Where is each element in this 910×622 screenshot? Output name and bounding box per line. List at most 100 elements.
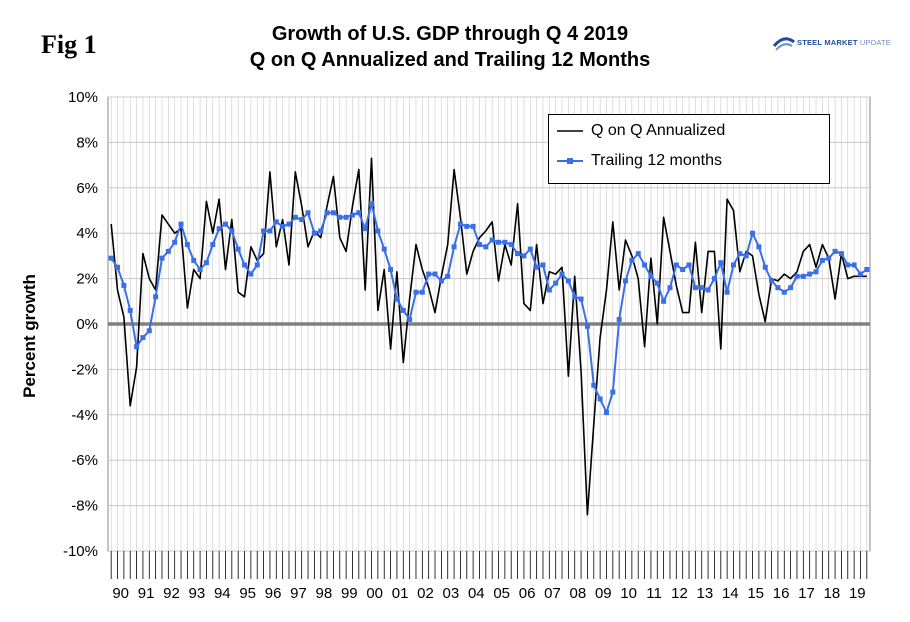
x-tick-label: 13 — [697, 585, 714, 602]
trailing-point — [127, 307, 133, 313]
trailing-point — [851, 262, 857, 268]
trailing-point — [718, 260, 724, 266]
trailing-point — [222, 221, 228, 227]
trailing-point — [654, 280, 660, 286]
legend-swatch-trailing — [557, 158, 583, 164]
trailing-point — [597, 396, 603, 402]
x-tick-label: 17 — [798, 585, 815, 602]
y-tick-label: -4% — [71, 407, 98, 424]
trailing-point — [197, 267, 203, 273]
trailing-point — [819, 257, 825, 263]
x-tick-label: 91 — [138, 585, 155, 602]
chart-title-line-1: Growth of U.S. GDP through Q 4 2019 — [271, 23, 629, 45]
trailing-point — [413, 289, 419, 295]
trailing-point — [172, 239, 178, 245]
trailing-point — [242, 262, 248, 268]
y-tick-label: -6% — [71, 452, 98, 469]
x-tick-label: 14 — [722, 585, 739, 602]
x-tick-label: 19 — [849, 585, 866, 602]
trailing-point — [743, 253, 749, 259]
x-tick-label: 10 — [620, 585, 637, 602]
logo-text-light: UPDATE — [859, 38, 891, 47]
trailing-point — [857, 271, 863, 277]
legend-swatch-qoq — [557, 130, 583, 132]
x-tick-label: 99 — [341, 585, 358, 602]
trailing-point — [476, 242, 482, 248]
x-tick-label: 11 — [646, 585, 662, 602]
trailing-point — [540, 262, 546, 268]
trailing-point — [305, 210, 311, 216]
x-tick-label: 03 — [443, 585, 460, 602]
trailing-point — [838, 251, 844, 257]
trailing-point — [616, 316, 622, 322]
trailing-point — [788, 285, 794, 291]
trailing-point — [845, 262, 851, 268]
trailing-point — [673, 262, 679, 268]
trailing-point — [642, 262, 648, 268]
trailing-point — [407, 316, 413, 322]
trailing-point — [775, 285, 781, 291]
x-tick-label: 90 — [112, 585, 129, 602]
trailing-point — [800, 273, 806, 279]
trailing-point — [426, 271, 432, 277]
x-tick-label: 97 — [290, 585, 307, 602]
trailing-point — [432, 271, 438, 277]
y-tick-label: 10% — [68, 89, 98, 106]
trailing-point — [248, 271, 254, 277]
trailing-point — [661, 298, 667, 304]
y-tick-label: 8% — [76, 134, 98, 151]
trailing-point — [635, 251, 641, 257]
trailing-point — [699, 285, 705, 291]
y-tick-label: 4% — [76, 225, 98, 242]
trailing-point — [311, 230, 317, 236]
trailing-point — [781, 289, 787, 295]
legend-label-qoq: Q on Q Annualized — [591, 122, 726, 139]
trailing-point — [318, 228, 324, 234]
trailing-point — [286, 221, 292, 227]
trailing-point — [273, 219, 279, 225]
y-tick-label: 0% — [76, 316, 98, 333]
trailing-point — [724, 289, 730, 295]
trailing-point — [623, 278, 629, 284]
trailing-point — [254, 262, 260, 268]
trailing-point — [134, 344, 140, 350]
logo-text-bold: STEEL MARKET — [797, 38, 858, 47]
trailing-point — [356, 210, 362, 216]
trailing-point — [191, 257, 197, 263]
y-tick-label: 2% — [76, 271, 98, 288]
trailing-point — [515, 251, 521, 257]
x-tick-label: 09 — [595, 585, 612, 602]
x-tick-label: 05 — [493, 585, 510, 602]
logo-mark-icon — [772, 37, 795, 51]
trailing-point — [261, 228, 267, 234]
trailing-point — [508, 242, 514, 248]
trailing-point — [502, 239, 508, 245]
trailing-point — [553, 280, 559, 286]
x-tick-label: 08 — [570, 585, 587, 602]
x-tick-label: 01 — [392, 585, 409, 602]
x-tick-label: 18 — [824, 585, 841, 602]
trailing-point — [826, 255, 832, 261]
trailing-point — [184, 242, 190, 248]
x-tick-label: 96 — [265, 585, 282, 602]
trailing-point — [648, 273, 654, 279]
trailing-point — [496, 239, 502, 245]
trailing-point — [343, 214, 349, 220]
trailing-point — [330, 210, 336, 216]
trailing-point — [445, 273, 451, 279]
trailing-point — [750, 230, 756, 236]
trailing-point — [629, 257, 635, 263]
trailing-point — [584, 323, 590, 329]
trailing-point — [730, 262, 736, 268]
trailing-point — [489, 237, 495, 243]
x-tick-label: 06 — [519, 585, 536, 602]
trailing-point — [756, 244, 762, 250]
legend-item-trailing: Trailing 12 months — [557, 151, 722, 171]
steel-market-update-logo: STEEL MARKET UPDATE — [772, 32, 891, 56]
figure-label: Fig 1 — [41, 30, 97, 59]
trailing-point — [280, 223, 286, 229]
trailing-point — [559, 271, 565, 277]
trailing-point — [813, 269, 819, 275]
trailing-point — [527, 246, 533, 252]
